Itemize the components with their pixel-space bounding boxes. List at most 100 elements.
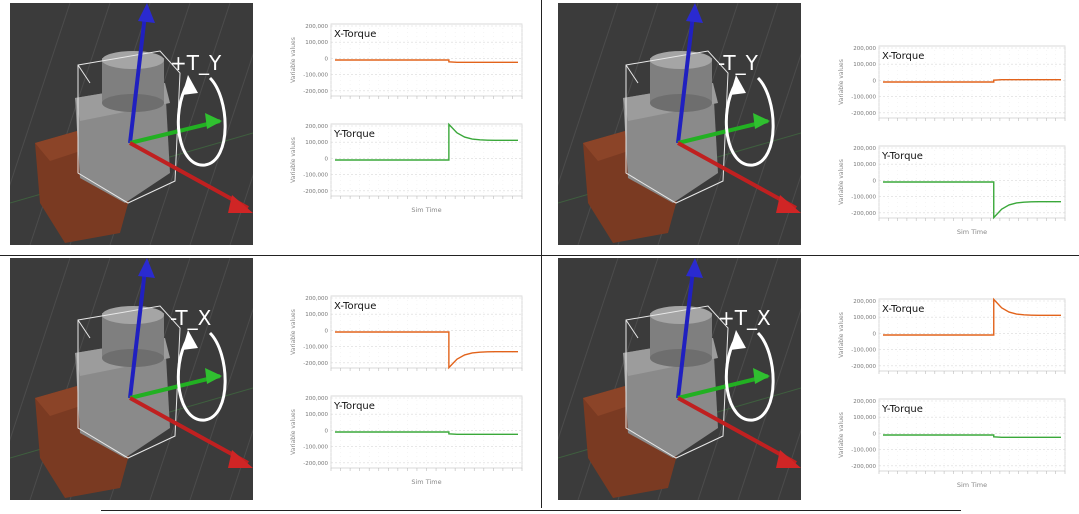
scene-view: +T_Y	[10, 3, 253, 245]
y-tick-label: -200,000	[851, 211, 876, 217]
vertical-divider	[541, 0, 542, 508]
y-tick-label: -100,000	[303, 73, 328, 79]
y-tick-label: -100,000	[851, 348, 876, 354]
scene-label: -T_X	[170, 306, 212, 330]
y-tick-label: 100,000	[853, 315, 876, 321]
chart-svg: Variable values 200,000 100,000 0 -100,000 -2…	[838, 297, 1066, 374]
x-axis-arrow	[677, 141, 797, 210]
y-tick-label: 200,000	[305, 24, 328, 30]
x-axis-label: Sim Time	[957, 481, 987, 489]
rotation-arrow	[176, 76, 227, 167]
series-line	[335, 431, 518, 436]
y-tick-label: 100,000	[305, 140, 328, 146]
bounding-box	[625, 305, 729, 459]
z-axis-arrow	[676, 269, 695, 399]
chart-title: Y-Torque	[881, 151, 923, 162]
y-tick-label: 0	[325, 56, 329, 62]
y-tick-label: 100,000	[305, 40, 328, 46]
scene-svg: -T_X	[10, 258, 253, 500]
bottom-rule	[101, 510, 961, 511]
bounding-box	[625, 50, 729, 204]
chart-title: X-Torque	[334, 301, 376, 312]
y-axis-arrow	[129, 119, 221, 145]
y-tick-label: -100,000	[303, 445, 328, 451]
scene-label: -T_Y	[718, 51, 759, 75]
y-tick-label: 0	[873, 78, 877, 84]
y-tick-label: -100,000	[851, 448, 876, 454]
chart-svg: Variable values 200,000 100,000 0 -100,000 -2…	[838, 398, 1066, 489]
x-axis-label: Sim Time	[411, 206, 441, 214]
bounding-box	[77, 50, 181, 204]
series-line	[335, 331, 518, 370]
y-tick-label: -100,000	[303, 173, 328, 179]
y-tick-label: -200,000	[303, 89, 328, 95]
chart-title: Y-Torque	[333, 401, 375, 412]
chart-svg: Variable values 200,000 100,000 0 -100,000 -2…	[290, 23, 523, 99]
series-line	[335, 59, 518, 64]
scene-svg: +T_X	[558, 258, 801, 500]
y-axis-label: Variable values	[838, 312, 845, 358]
y-axis-arrow	[677, 119, 769, 145]
series-line	[883, 434, 1061, 439]
x-axis-arrow	[129, 141, 249, 210]
y-tick-label: 200,000	[305, 296, 328, 302]
chart-svg: Variable values 200,000 100,000 0 -100,000 -2…	[290, 295, 523, 371]
scene-label: +T_X	[718, 306, 771, 330]
z-axis-arrow	[128, 14, 147, 144]
y-tick-label: 0	[873, 178, 877, 184]
y-tick-label: 0	[873, 431, 877, 437]
chart-svg: Variable values 200,000 100,000 0 -100,000 -2…	[838, 145, 1066, 236]
y-tick-label: -200,000	[303, 189, 328, 195]
y-tick-label: -100,000	[851, 195, 876, 201]
chart-title: X-Torque	[882, 51, 924, 62]
y-tick-label: -200,000	[851, 364, 876, 370]
y-axis-label: Variable values	[838, 59, 845, 105]
y-tick-label: 100,000	[305, 312, 328, 318]
series-line	[883, 181, 1061, 220]
y-tick-label: 0	[873, 331, 877, 337]
y-tick-label: 200,000	[853, 399, 876, 405]
chart-title: X-Torque	[882, 304, 924, 315]
z-axis-arrow	[676, 14, 695, 144]
y-tick-label: 0	[325, 156, 329, 162]
y-axis-label: Variable values	[290, 137, 297, 183]
y-tick-label: -100,000	[303, 345, 328, 351]
y-axis-label: Variable values	[290, 409, 297, 455]
rotation-arrow	[724, 76, 775, 167]
scene-label: +T_Y	[170, 51, 222, 75]
y-axis-label: Variable values	[290, 37, 297, 83]
y-tick-label: -100,000	[851, 95, 876, 101]
chart-svg: Variable values 200,000 100,000 0 -100,000 -2…	[290, 395, 523, 486]
series-line	[883, 297, 1061, 336]
scene-view: -T_Y	[558, 3, 801, 245]
rotation-arrow	[176, 331, 227, 422]
y-tick-label: 100,000	[853, 62, 876, 68]
y-tick-label: 200,000	[853, 299, 876, 305]
y-axis-arrow	[677, 374, 769, 400]
y-tick-label: -200,000	[851, 464, 876, 470]
y-axis-label: Variable values	[838, 159, 845, 205]
x-axis-arrow	[677, 396, 797, 465]
y-axis-arrow	[129, 374, 221, 400]
y-tick-label: 200,000	[853, 146, 876, 152]
chart-title: Y-Torque	[333, 129, 375, 140]
y-tick-label: 200,000	[305, 124, 328, 130]
chart-title: X-Torque	[334, 29, 376, 40]
chart-svg: Variable values 200,000 100,000 0 -100,000 -2…	[838, 45, 1066, 121]
rotation-arrow	[724, 331, 775, 422]
y-tick-label: 0	[325, 428, 329, 434]
x-axis-arrow	[129, 396, 249, 465]
scene-svg: -T_Y	[558, 3, 801, 245]
x-axis-label: Sim Time	[957, 228, 987, 236]
scene-view: +T_X	[558, 258, 801, 500]
y-tick-label: 0	[325, 328, 329, 334]
y-tick-label: 200,000	[853, 46, 876, 52]
y-axis-label: Variable values	[838, 412, 845, 458]
y-tick-label: 100,000	[853, 415, 876, 421]
z-axis-arrow	[128, 269, 147, 399]
y-tick-label: -200,000	[303, 361, 328, 367]
series-line	[335, 122, 518, 161]
series-line	[883, 78, 1061, 83]
bounding-box	[77, 305, 181, 459]
y-tick-label: -200,000	[303, 461, 328, 467]
